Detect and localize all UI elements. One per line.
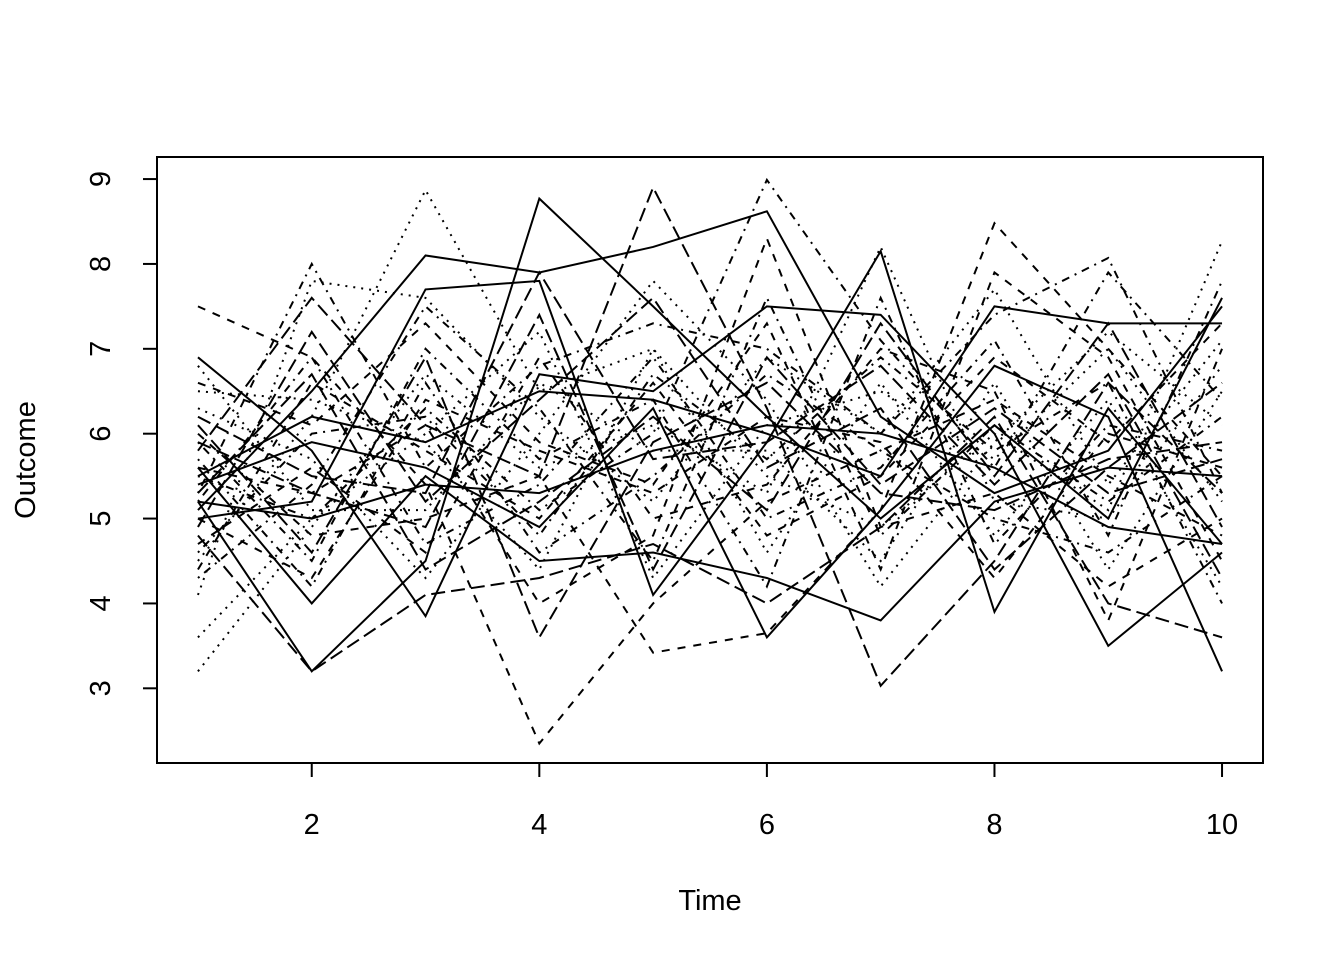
y-axis-label: Outcome bbox=[10, 401, 42, 519]
series-line bbox=[197, 330, 1223, 639]
series-line bbox=[197, 355, 1223, 604]
x-tick-label: 10 bbox=[1206, 809, 1238, 841]
y-tick-label: 7 bbox=[85, 341, 117, 357]
y-tick-label: 3 bbox=[85, 680, 117, 696]
series-line bbox=[197, 312, 1223, 572]
series-line bbox=[197, 305, 1223, 746]
series-line bbox=[197, 373, 1223, 589]
x-tick-label: 4 bbox=[531, 809, 547, 841]
series-line bbox=[197, 466, 1223, 622]
series-line bbox=[197, 398, 1223, 580]
x-tick-label: 8 bbox=[986, 809, 1002, 841]
series-line bbox=[197, 221, 1223, 654]
y-tick-label: 5 bbox=[85, 510, 117, 526]
y-tick-label: 6 bbox=[85, 426, 117, 442]
x-axis-label: Time bbox=[678, 885, 741, 917]
y-tick-label: 4 bbox=[85, 595, 117, 611]
series-line bbox=[197, 196, 1223, 673]
series-line bbox=[197, 279, 1223, 589]
series-line bbox=[197, 296, 1223, 571]
series-line bbox=[197, 185, 1223, 688]
x-tick-label: 2 bbox=[304, 809, 320, 841]
series-line bbox=[197, 210, 1223, 511]
series-line bbox=[197, 270, 1223, 573]
y-tick-label: 9 bbox=[85, 171, 117, 187]
series-line bbox=[197, 295, 1223, 579]
series-line bbox=[197, 177, 1223, 520]
series-line bbox=[197, 322, 1223, 571]
x-tick-label: 6 bbox=[759, 809, 775, 841]
series-line bbox=[197, 424, 1223, 546]
y-tick-label: 8 bbox=[85, 256, 117, 272]
series-line bbox=[197, 235, 1223, 605]
